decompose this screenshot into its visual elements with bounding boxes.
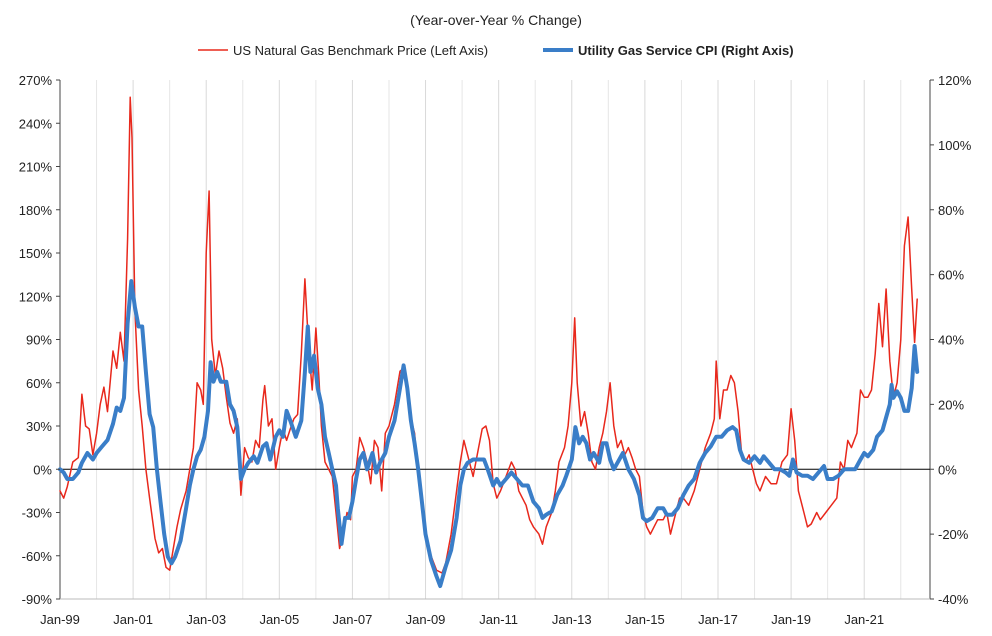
- right-tick-label: 20%: [938, 397, 964, 412]
- x-tick-label: Jan-21: [844, 612, 884, 627]
- left-tick-label: 30%: [26, 419, 52, 434]
- x-tick-label: Jan-19: [771, 612, 811, 627]
- legend-label-gas-cpi: Utility Gas Service CPI (Right Axis): [578, 43, 794, 58]
- axes: [59, 80, 931, 600]
- left-tick-label: 0%: [33, 462, 52, 477]
- left-tick-label: 120%: [19, 289, 53, 304]
- right-tick-label: -40%: [938, 592, 969, 607]
- x-axis-ticks: Jan-99 Jan-01 Jan-03 Jan-05 Jan-07 Jan-09 Jan-…: [40, 612, 884, 627]
- left-tick-label: -60%: [22, 549, 53, 564]
- left-tick-label: 90%: [26, 333, 52, 348]
- x-tick-label: Jan-03: [186, 612, 226, 627]
- x-tick-label: Jan-01: [113, 612, 153, 627]
- right-tick-label: 0%: [938, 462, 957, 477]
- x-tick-label: Jan-07: [333, 612, 373, 627]
- left-tick-label: -90%: [22, 592, 53, 607]
- left-tick-label: 270%: [19, 73, 53, 88]
- x-tick-label: Jan-05: [259, 612, 299, 627]
- right-tick-label: 40%: [938, 333, 964, 348]
- left-tick-label: -30%: [22, 506, 53, 521]
- left-tick-label: 60%: [26, 376, 52, 391]
- right-tick-label: 100%: [938, 138, 972, 153]
- legend: US Natural Gas Benchmark Price (Left Axi…: [198, 43, 794, 58]
- right-axis-ticks: -40% -20% 0% 20% 40% 60% 80% 100% 120%: [930, 73, 972, 607]
- left-tick-label: 210%: [19, 160, 53, 175]
- series-line-gas-cpi: [58, 279, 920, 588]
- legend-label-gas-price: US Natural Gas Benchmark Price (Left Axi…: [233, 43, 488, 58]
- series-layer: [58, 96, 920, 588]
- gridlines: [59, 80, 902, 599]
- right-tick-label: 120%: [938, 73, 972, 88]
- left-tick-label: 150%: [19, 246, 53, 261]
- x-tick-label: Jan-09: [406, 612, 446, 627]
- series-line-gas-price: [59, 96, 918, 574]
- right-tick-label: 80%: [938, 203, 964, 218]
- x-tick-label: Jan-11: [479, 612, 518, 627]
- x-tick-label: Jan-17: [698, 612, 738, 627]
- left-tick-label: 180%: [19, 203, 53, 218]
- chart-title: (Year-over-Year % Change): [410, 12, 582, 28]
- x-tick-label: Jan-99: [40, 612, 80, 627]
- left-axis-ticks: -90% -60% -30% 0% 30% 60% 90% 120% 150% 180% 210% 2…: [19, 73, 60, 607]
- right-tick-label: -20%: [938, 527, 969, 542]
- x-tick-label: Jan-15: [625, 612, 665, 627]
- right-tick-label: 60%: [938, 268, 964, 283]
- x-tick-label: Jan-13: [552, 612, 592, 627]
- left-tick-label: 240%: [19, 116, 53, 131]
